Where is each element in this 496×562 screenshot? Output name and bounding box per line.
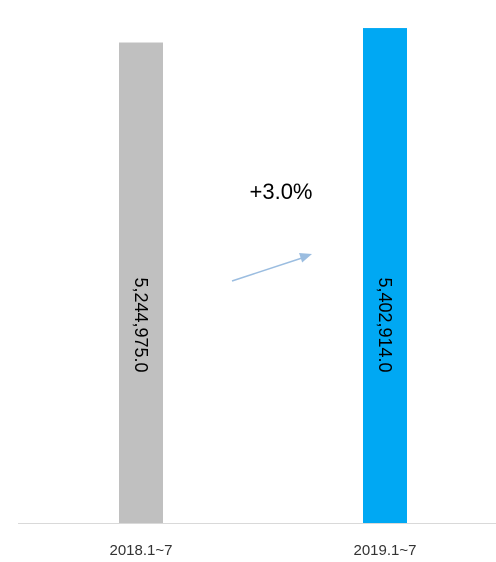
x-tick-label-1: 2018.1~7 — [110, 542, 173, 559]
data-labels-group: 5,244,975.0 5,402,914.0 — [131, 277, 395, 372]
growth-arrow-line — [231, 257, 303, 282]
bars-group — [119, 28, 407, 524]
x-tick-labels-group: 2018.1~7 2019.1~7 — [110, 542, 417, 559]
growth-percentage-label: +3.0% — [250, 179, 313, 204]
bar-1-value-label: 5,244,975.0 — [131, 277, 151, 372]
bar-2 — [363, 28, 407, 524]
growth-arrow-head-icon — [299, 252, 312, 263]
bar-1 — [119, 42, 163, 523]
bar-2-value-label: 5,402,914.0 — [375, 277, 395, 372]
x-tick-label-2: 2019.1~7 — [354, 542, 417, 559]
growth-annotation: +3.0% — [231, 179, 313, 282]
